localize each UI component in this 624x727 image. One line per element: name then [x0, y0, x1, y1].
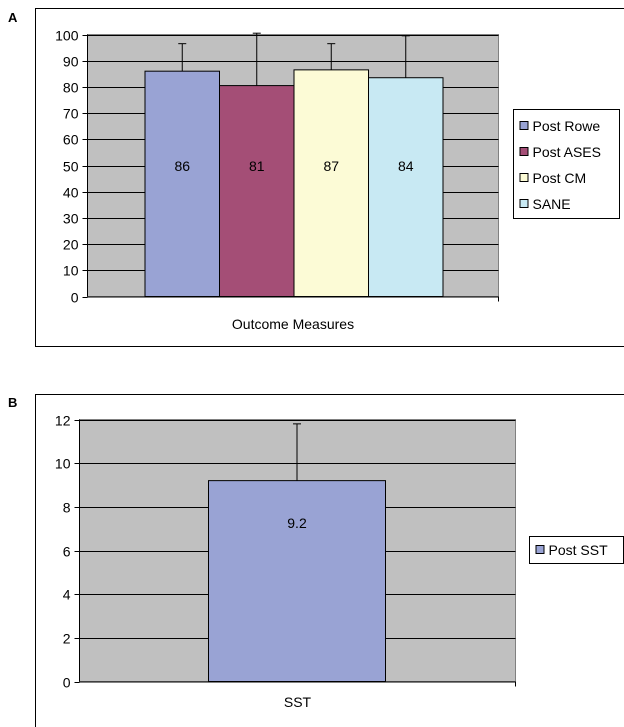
legend-label: Post Rowe: [533, 118, 601, 134]
panel-letter-a: A: [8, 10, 18, 25]
bar: [368, 77, 444, 298]
x-axis-label: Outcome Measures: [232, 316, 354, 332]
y-tick-label: 8: [63, 500, 71, 516]
y-tick-label: 6: [63, 544, 71, 560]
legend-swatch: [535, 545, 545, 554]
data-label: 86: [174, 158, 190, 174]
y-tick-label: 50: [63, 159, 79, 175]
y-tick-label: 70: [63, 106, 79, 122]
legend-box: [529, 536, 624, 564]
bar: [219, 85, 295, 297]
data-label: 84: [398, 158, 414, 174]
y-tick-label: 90: [63, 54, 79, 70]
legend-swatch: [519, 121, 529, 130]
y-tick-label: 0: [63, 675, 71, 691]
y-tick-label: 100: [55, 28, 79, 44]
panel-letter-b: B: [8, 395, 18, 410]
data-label: 81: [249, 158, 265, 174]
x-axis-label: SST: [284, 694, 312, 710]
legend-swatch: [519, 173, 529, 182]
legend-swatch: [519, 199, 529, 208]
y-tick-label: 80: [63, 80, 79, 96]
legend-label: Post ASES: [533, 144, 601, 160]
y-tick-label: 0: [71, 290, 79, 306]
data-label: 9.2: [287, 515, 307, 531]
y-tick-label: 60: [63, 132, 79, 148]
y-tick-label: 12: [55, 413, 71, 429]
y-tick-label: 10: [55, 456, 71, 472]
legend-swatch: [519, 147, 529, 156]
y-tick-label: 10: [63, 263, 79, 279]
y-tick-label: 2: [63, 631, 71, 647]
bar: [144, 70, 220, 298]
bar: [293, 69, 369, 298]
data-label: 87: [323, 158, 339, 174]
y-tick-label: 20: [63, 237, 79, 253]
legend-label: Post CM: [533, 170, 587, 186]
legend-box: [513, 109, 620, 219]
legend-label: SANE: [533, 196, 571, 212]
y-tick-label: 30: [63, 211, 79, 227]
bar: [208, 480, 386, 682]
y-tick-label: 4: [63, 587, 71, 603]
y-tick-label: 40: [63, 185, 79, 201]
legend-label: Post SST: [549, 542, 609, 558]
